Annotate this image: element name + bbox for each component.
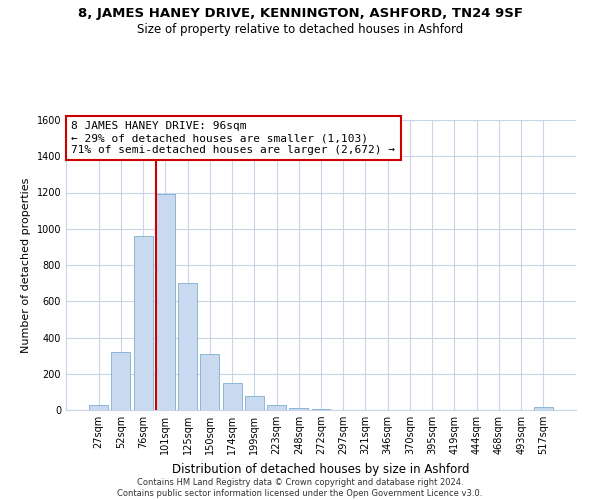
X-axis label: Distribution of detached houses by size in Ashford: Distribution of detached houses by size …	[172, 462, 470, 475]
Text: 8, JAMES HANEY DRIVE, KENNINGTON, ASHFORD, TN24 9SF: 8, JAMES HANEY DRIVE, KENNINGTON, ASHFOR…	[77, 8, 523, 20]
Text: 8 JAMES HANEY DRIVE: 96sqm
← 29% of detached houses are smaller (1,103)
71% of s: 8 JAMES HANEY DRIVE: 96sqm ← 29% of deta…	[71, 122, 395, 154]
Text: Contains HM Land Registry data © Crown copyright and database right 2024.
Contai: Contains HM Land Registry data © Crown c…	[118, 478, 482, 498]
Bar	[156, 194, 175, 410]
Bar	[112, 352, 130, 410]
Text: Size of property relative to detached houses in Ashford: Size of property relative to detached ho…	[137, 22, 463, 36]
Bar	[289, 408, 308, 410]
Bar	[89, 404, 108, 410]
Bar	[223, 383, 242, 410]
Bar	[534, 408, 553, 410]
Bar	[178, 283, 197, 410]
Bar	[267, 404, 286, 410]
Bar	[134, 236, 152, 410]
Bar	[200, 354, 219, 410]
Bar	[245, 396, 264, 410]
Y-axis label: Number of detached properties: Number of detached properties	[21, 178, 31, 352]
Bar	[311, 409, 331, 410]
